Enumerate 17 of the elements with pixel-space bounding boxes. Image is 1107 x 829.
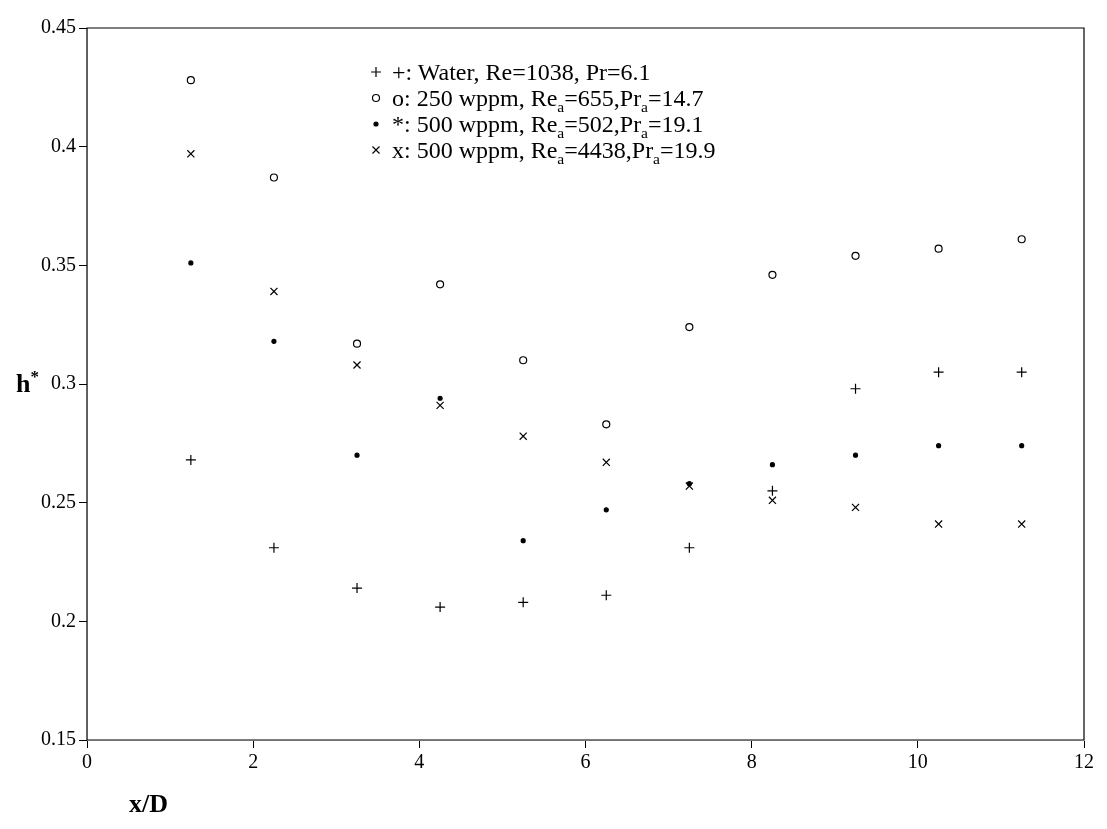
y-tick-label: 0.35 (41, 252, 76, 275)
x-tick-label: 10 (907, 750, 928, 773)
x-tick-label: 4 (414, 750, 425, 773)
y-tick-label: 0.15 (41, 727, 76, 750)
x-tick-label: 0 (82, 750, 92, 773)
x-tick-label: 6 (580, 750, 591, 773)
y-tick-label: 0.25 (41, 489, 76, 512)
y-tick-label: 0.4 (51, 133, 76, 156)
y-tick-label: 0.2 (51, 608, 76, 631)
y-tick-label: 0.45 (41, 15, 76, 38)
x-tick-label: 8 (746, 750, 757, 773)
x-axis-title: x/D (129, 789, 168, 818)
x-tick-label: 2 (248, 750, 259, 773)
y-axis-title: h* (16, 366, 39, 398)
x-tick-label: 12 (1074, 750, 1094, 773)
y-tick-label: 0.3 (51, 371, 76, 394)
legend-label: +: Water, Re=1038, Pr=6.1 (392, 59, 651, 85)
